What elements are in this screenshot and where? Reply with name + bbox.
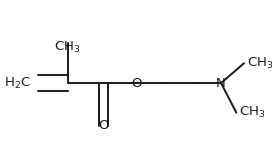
Text: CH$_3$: CH$_3$ — [239, 105, 265, 120]
Text: H$_2$C: H$_2$C — [4, 76, 31, 90]
Text: N: N — [216, 77, 226, 89]
Text: CH$_3$: CH$_3$ — [55, 40, 81, 55]
Text: O: O — [98, 119, 109, 132]
Text: CH$_3$: CH$_3$ — [247, 56, 273, 71]
Text: O: O — [132, 77, 142, 89]
